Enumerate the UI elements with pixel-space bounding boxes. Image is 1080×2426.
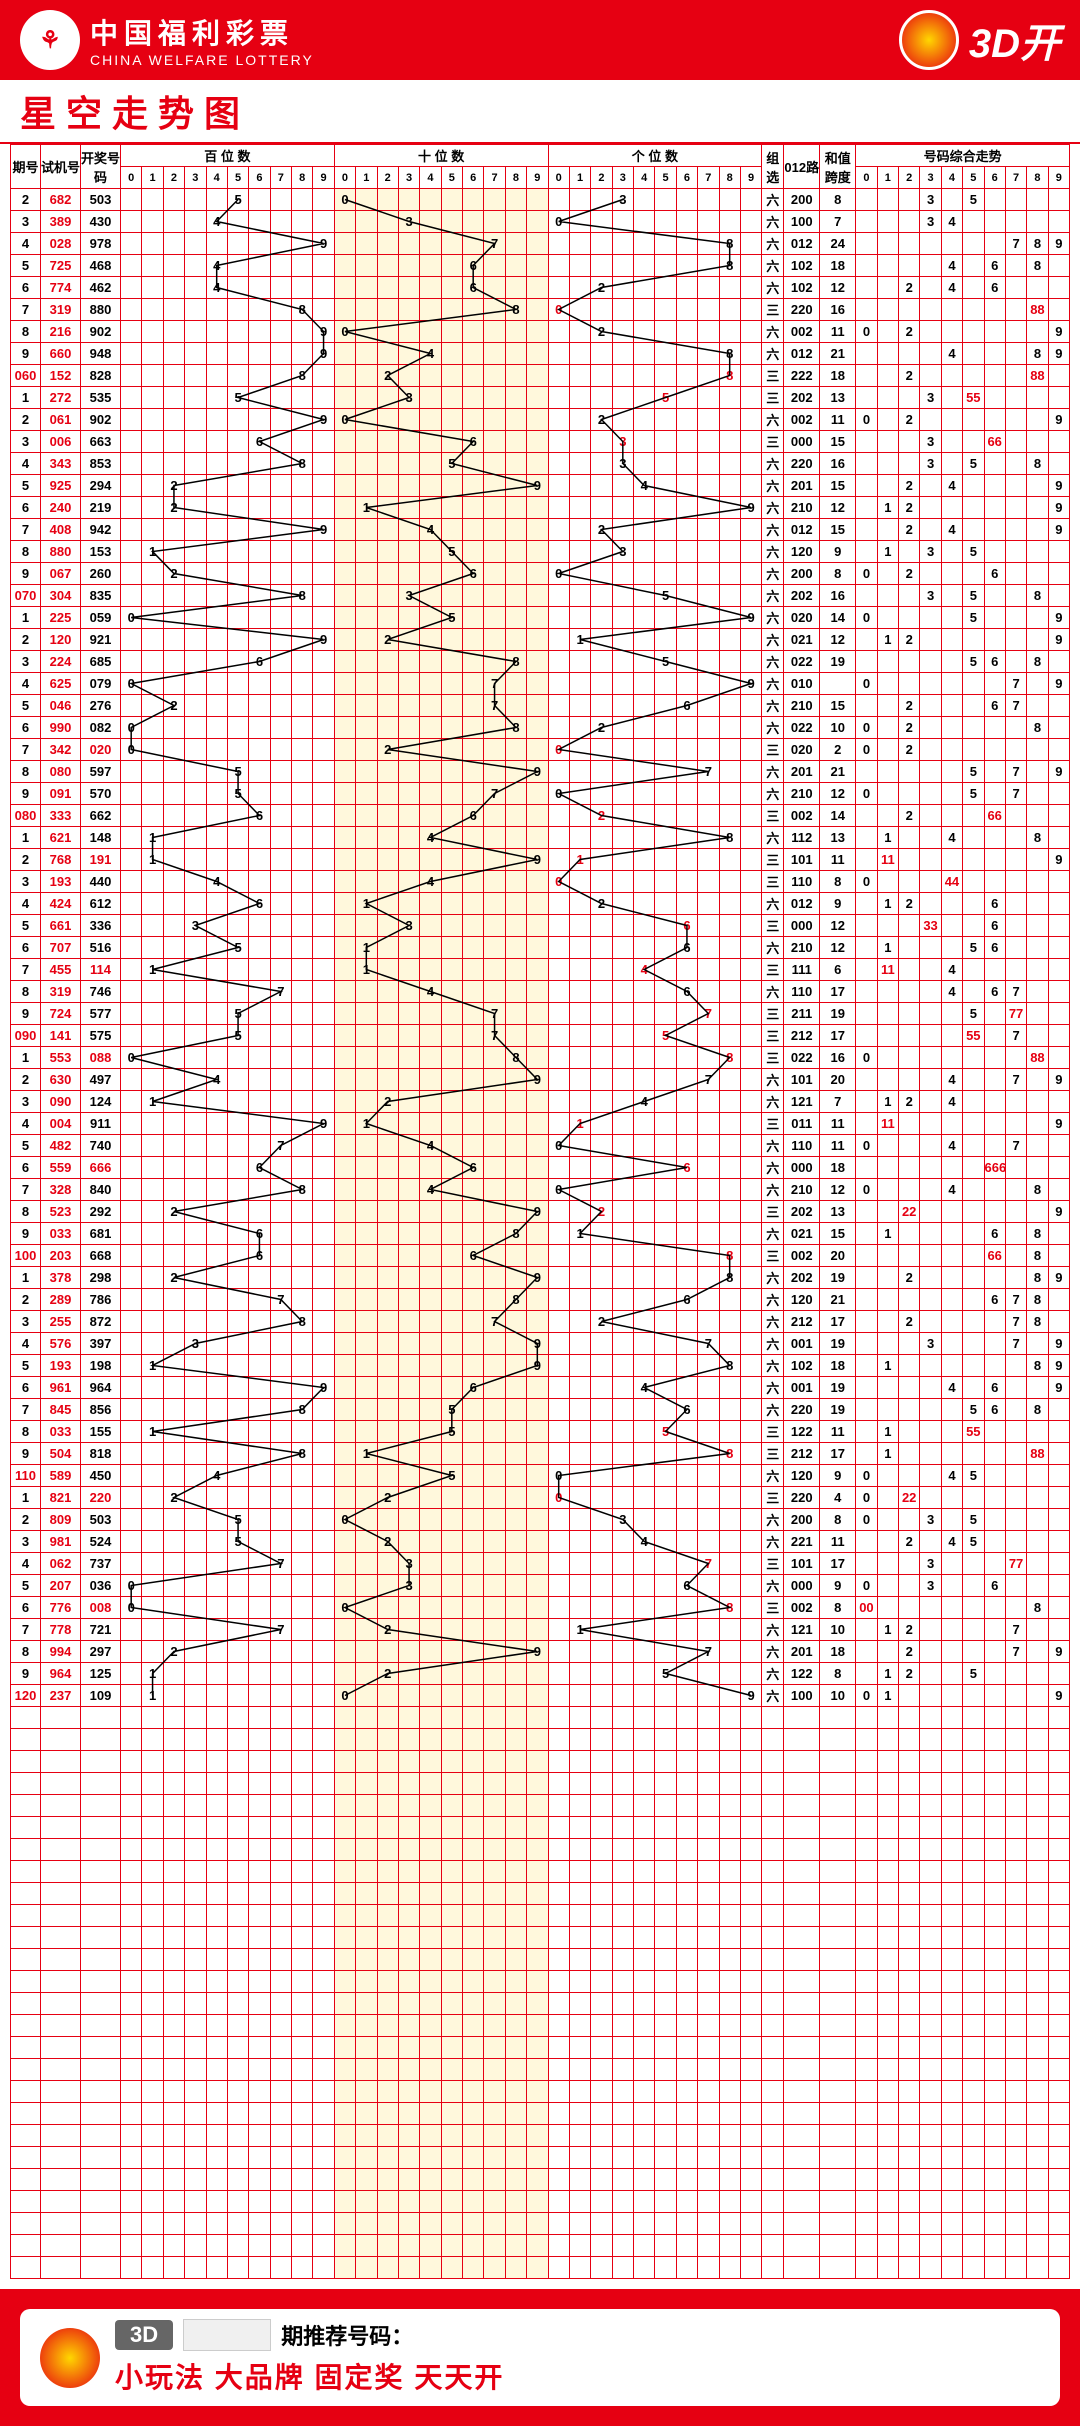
trend-table: 期号试机号开奖号码百 位 数十 位 数个 位 数组选012路和值跨度号码综合走势… xyxy=(10,144,1070,2279)
recommendation-line: 3D 期推荐号码： xyxy=(115,2319,1040,2351)
trend-chart: 期号试机号开奖号码百 位 数十 位 数个 位 数组选012路和值跨度号码综合走势… xyxy=(0,144,1080,2279)
brand-name-cn: 中国福利彩票 xyxy=(90,12,314,52)
footer-3d-icon xyxy=(40,2328,100,2388)
footer: 3D 期推荐号码： 小玩法 大品牌 固定奖 天天开 xyxy=(0,2289,1080,2426)
logo-area: ⚘ 中国福利彩票 CHINA WELFARE LOTTERY xyxy=(20,10,899,70)
slogan: 小玩法 大品牌 固定奖 天天开 xyxy=(115,2356,1040,2396)
chart-subtitle: 星空走势图 xyxy=(0,80,1080,144)
rec-label: 期推荐号码： xyxy=(281,2319,413,2351)
3d-title: 3D开 xyxy=(969,11,1060,69)
header-bar: ⚘ 中国福利彩票 CHINA WELFARE LOTTERY 3D开 xyxy=(0,0,1080,80)
3d-ball-icon xyxy=(899,10,959,70)
period-blank xyxy=(183,2319,271,2351)
brand-name-en: CHINA WELFARE LOTTERY xyxy=(90,52,314,68)
welfare-logo-icon: ⚘ xyxy=(20,10,80,70)
footer-text: 3D 期推荐号码： 小玩法 大品牌 固定奖 天天开 xyxy=(115,2319,1040,2396)
3d-badge: 3D xyxy=(115,2320,173,2350)
brand-block: 中国福利彩票 CHINA WELFARE LOTTERY xyxy=(90,12,314,68)
footer-box: 3D 期推荐号码： 小玩法 大品牌 固定奖 天天开 xyxy=(20,2309,1060,2406)
